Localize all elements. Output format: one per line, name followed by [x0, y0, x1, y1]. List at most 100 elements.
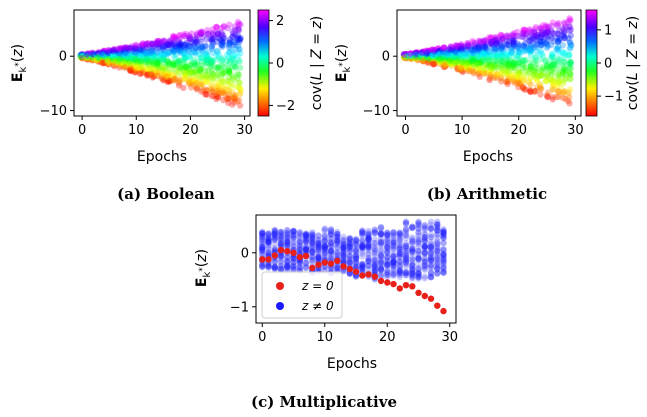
data-point — [531, 58, 538, 66]
data-point — [132, 50, 139, 57]
data-point — [553, 45, 560, 52]
data-point — [145, 65, 152, 73]
data-point-nonzero — [359, 241, 366, 248]
data-point — [117, 45, 124, 52]
data-point-nonzero — [359, 237, 366, 244]
data-point-nonzero — [427, 274, 435, 281]
data-point — [505, 75, 513, 82]
data-point-nonzero — [334, 233, 341, 241]
data-point-nonzero — [434, 263, 441, 270]
data-point — [560, 88, 567, 96]
data-point-nonzero — [440, 228, 447, 235]
data-point — [117, 62, 124, 69]
data-point — [561, 51, 568, 58]
data-point-nonzero — [377, 261, 385, 269]
data-point — [213, 88, 221, 95]
data-point-nonzero — [434, 264, 441, 272]
data-point — [110, 52, 117, 59]
data-point — [132, 41, 140, 49]
data-point — [176, 48, 184, 55]
data-point — [84, 54, 91, 61]
data-point — [229, 28, 236, 35]
data-point-nonzero — [359, 243, 366, 251]
data-point-nonzero — [402, 269, 410, 277]
data-point-nonzero — [415, 232, 422, 239]
data-point-nonzero — [390, 270, 397, 278]
data-point — [499, 35, 506, 42]
data-point — [214, 48, 221, 55]
data-point — [181, 75, 188, 82]
data-point — [453, 45, 460, 53]
data-point — [161, 59, 168, 67]
data-point-nonzero — [396, 263, 403, 270]
data-point-nonzero — [315, 232, 322, 239]
data-point-nonzero — [346, 240, 353, 248]
data-point — [554, 47, 561, 54]
data-point — [89, 52, 96, 59]
data-point-nonzero — [277, 228, 285, 236]
data-point-nonzero — [434, 218, 441, 225]
data-point — [235, 71, 243, 79]
data-point — [429, 51, 436, 59]
data-point — [401, 53, 409, 60]
data-point-nonzero — [340, 250, 347, 257]
data-point-nonzero — [402, 270, 410, 277]
data-point — [196, 67, 204, 74]
data-point — [520, 29, 527, 36]
data-point — [91, 56, 98, 63]
data-point — [78, 53, 86, 60]
data-point — [520, 26, 527, 33]
data-point — [127, 54, 135, 61]
data-point-nonzero — [346, 252, 353, 260]
data-point — [104, 57, 112, 64]
data-point — [209, 88, 217, 95]
data-point-nonzero — [377, 265, 385, 273]
data-point — [111, 56, 118, 63]
data-point — [520, 27, 527, 35]
data-point — [204, 30, 211, 38]
data-point-nonzero — [409, 262, 416, 269]
data-point — [408, 52, 415, 59]
data-point-nonzero — [421, 259, 428, 266]
data-point — [482, 45, 489, 52]
data-point — [180, 61, 187, 68]
data-point — [447, 53, 454, 60]
y-tick-label: 0 — [241, 246, 249, 261]
data-point-nonzero — [402, 269, 410, 276]
data-point-nonzero — [340, 241, 347, 248]
data-point-nonzero — [396, 259, 403, 266]
data-point-nonzero — [390, 259, 397, 266]
data-point — [527, 63, 534, 70]
data-point-zero — [359, 272, 366, 279]
data-point — [84, 52, 91, 59]
data-point — [83, 51, 91, 58]
data-point — [407, 50, 414, 57]
data-point — [470, 60, 477, 68]
data-point-nonzero — [315, 243, 322, 251]
data-point — [464, 43, 471, 50]
data-point — [419, 51, 426, 58]
data-point — [91, 49, 98, 57]
data-point — [480, 40, 488, 48]
data-point — [177, 42, 184, 49]
data-point — [544, 71, 551, 78]
data-point-nonzero — [427, 225, 435, 232]
data-point-nonzero — [359, 265, 366, 272]
data-point-nonzero — [421, 237, 428, 244]
data-point-nonzero — [402, 242, 410, 249]
data-point-nonzero — [271, 263, 278, 270]
data-point — [488, 69, 495, 76]
data-point — [230, 94, 237, 102]
data-point — [143, 55, 150, 62]
data-point — [503, 50, 510, 58]
data-point — [556, 56, 563, 63]
data-point-nonzero — [315, 240, 322, 248]
data-point-nonzero — [440, 259, 447, 266]
data-point — [123, 53, 131, 61]
data-point — [477, 52, 484, 59]
data-point — [538, 30, 546, 37]
data-point-nonzero — [309, 253, 316, 260]
data-point-nonzero — [396, 251, 403, 258]
data-point-nonzero — [384, 262, 391, 269]
data-point-zero — [346, 265, 353, 273]
